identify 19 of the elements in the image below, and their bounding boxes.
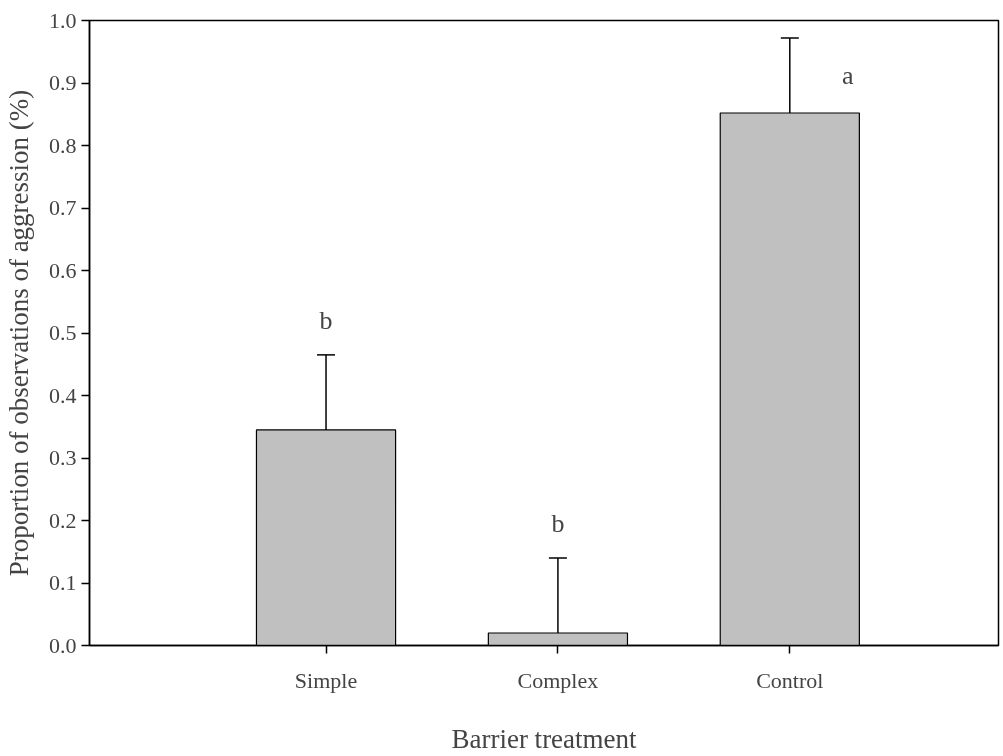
y-tick-label: 0.9 (49, 70, 77, 95)
y-tick-label: 0.6 (49, 257, 77, 283)
y-axis-title: Proportion of observations of aggression (%) (4, 89, 34, 577)
x-tick-label: Complex (517, 667, 599, 693)
annotation: a (842, 61, 854, 90)
y-tick-label: 0.2 (49, 507, 77, 533)
annotation: b (551, 509, 565, 539)
y-tick-label: 0.0 (49, 632, 77, 658)
y-tick-label: 0.7 (49, 195, 77, 220)
y-tick-label: 0.3 (49, 445, 77, 470)
x-tick-label: Control (756, 667, 824, 693)
annotation: b (319, 306, 333, 335)
y-tick-label: 0.5 (49, 320, 77, 345)
y-tick-label: 1.0 (49, 7, 77, 33)
x-tick-label: Simple (294, 667, 358, 693)
y-tick-label: 0.4 (49, 382, 77, 408)
x-axis-title: Barrier treatment (451, 723, 638, 754)
y-tick-label: 0.8 (49, 132, 77, 158)
y-tick-label: 0.1 (49, 570, 77, 595)
